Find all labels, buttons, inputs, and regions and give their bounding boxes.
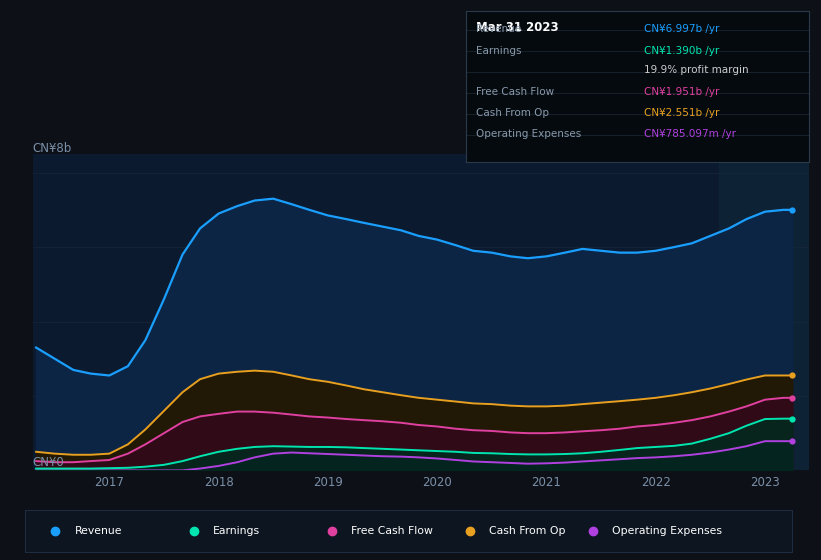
Text: Operating Expenses: Operating Expenses	[612, 526, 722, 535]
Text: Revenue: Revenue	[476, 24, 521, 34]
Text: CN¥785.097m /yr: CN¥785.097m /yr	[644, 129, 736, 139]
Text: Earnings: Earnings	[213, 526, 259, 535]
Text: Cash From Op: Cash From Op	[476, 108, 548, 118]
Text: Mar 31 2023: Mar 31 2023	[476, 21, 558, 34]
Text: Free Cash Flow: Free Cash Flow	[351, 526, 433, 535]
Text: 19.9% profit margin: 19.9% profit margin	[644, 66, 749, 76]
Text: CN¥0: CN¥0	[33, 455, 65, 469]
Text: Cash From Op: Cash From Op	[489, 526, 566, 535]
Text: CN¥2.551b /yr: CN¥2.551b /yr	[644, 108, 719, 118]
Text: CN¥8b: CN¥8b	[33, 142, 72, 155]
Text: Earnings: Earnings	[476, 46, 521, 56]
Text: CN¥6.997b /yr: CN¥6.997b /yr	[644, 24, 719, 34]
Bar	[719, 154, 809, 470]
Text: CN¥1.951b /yr: CN¥1.951b /yr	[644, 87, 719, 97]
Text: Operating Expenses: Operating Expenses	[476, 129, 581, 139]
Text: Revenue: Revenue	[75, 526, 122, 535]
Text: Free Cash Flow: Free Cash Flow	[476, 87, 554, 97]
Text: CN¥1.390b /yr: CN¥1.390b /yr	[644, 46, 719, 56]
